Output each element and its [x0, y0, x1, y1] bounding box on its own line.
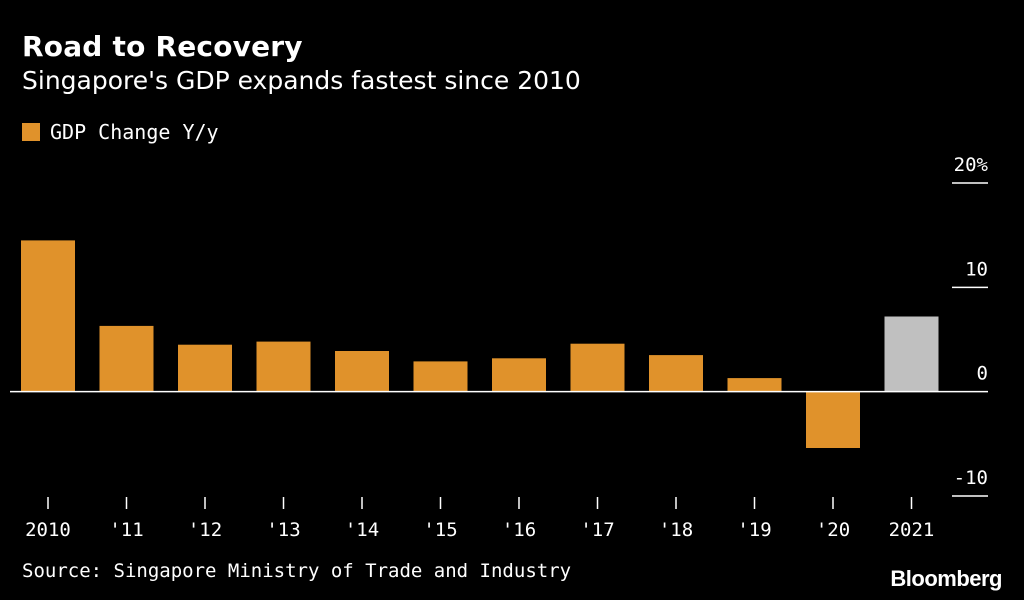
legend-swatch: [22, 123, 40, 141]
bar-'11: [99, 325, 154, 392]
x-tick-label: '15: [423, 519, 457, 541]
bar-2021: [884, 316, 939, 392]
x-tick-label: '20: [816, 519, 850, 541]
chart-title: Road to Recovery: [22, 30, 303, 63]
chart-subtitle: Singapore's GDP expands fastest since 20…: [22, 66, 581, 95]
x-tick-label: '16: [502, 519, 536, 541]
y-tick-label: 20%: [954, 154, 989, 176]
bloomberg-logo: Bloomberg: [890, 566, 1002, 591]
bar-'18: [649, 355, 703, 392]
y-tick-label: 0: [977, 363, 988, 385]
x-tick-label: '14: [345, 519, 379, 541]
source-note: Source: Singapore Ministry of Trade and …: [22, 560, 572, 582]
y-tick-label: -10: [954, 467, 988, 489]
bar-'13: [256, 341, 311, 392]
x-tick-label: '17: [580, 519, 614, 541]
y-tick-label: 10: [965, 258, 988, 280]
bar-'16: [492, 358, 546, 392]
legend-label: GDP Change Y/y: [50, 120, 219, 144]
x-tick-label: '11: [109, 519, 143, 541]
x-tick-label: '18: [659, 519, 693, 541]
bar-'12: [178, 344, 232, 392]
bar-'14: [335, 351, 389, 392]
x-tick-label: 2010: [25, 519, 71, 541]
legend: GDP Change Y/y: [22, 120, 219, 144]
bar-'20: [806, 391, 860, 448]
x-tick-label: '12: [188, 519, 222, 541]
x-tick-label: 2021: [889, 519, 935, 541]
bar-'15: [413, 361, 468, 392]
bar-'19: [727, 378, 782, 392]
bar-2010: [21, 240, 75, 392]
x-tick-label: '19: [737, 519, 771, 541]
x-tick-label: '13: [266, 519, 300, 541]
bar-'17: [570, 343, 625, 392]
